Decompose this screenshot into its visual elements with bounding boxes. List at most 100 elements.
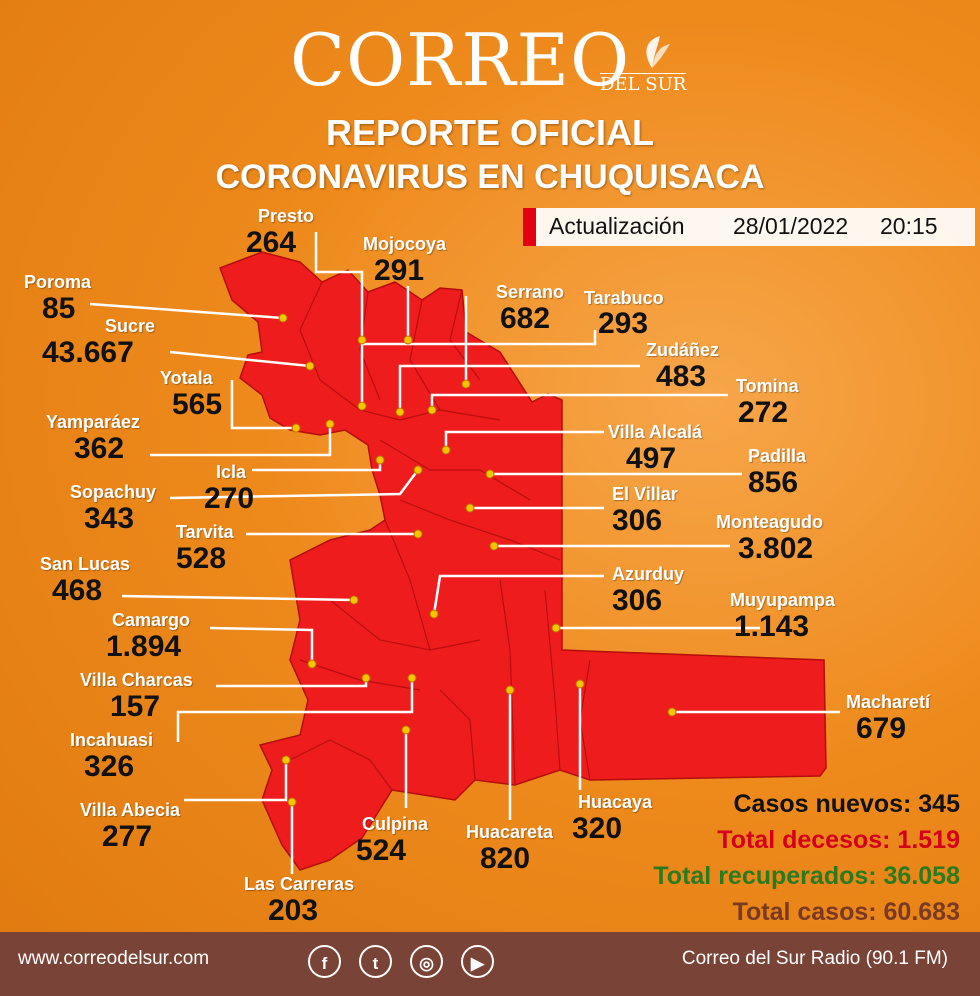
- municipality-name-villa-charcas: Villa Charcas: [80, 670, 193, 690]
- footer: www.correodelsur.com f t ◎ ▶ Correo del …: [0, 932, 980, 996]
- municipality-value-yotala: 565: [172, 388, 223, 421]
- municipality-value-presto: 264: [246, 226, 297, 259]
- map-markers: [278, 313, 677, 807]
- update-box: Actualización 28/01/2022 20:15: [523, 208, 975, 246]
- municipality-value-azurduy: 306: [612, 584, 663, 617]
- logo-text: CORREO: [290, 18, 631, 102]
- leader-line-incahuasi: [176, 678, 414, 742]
- leader-line-sopachuy: [169, 469, 419, 500]
- marker-azurduy: [429, 609, 439, 619]
- municipality-name-zudanez: Zudáñez: [646, 340, 720, 360]
- municipality-name-villa-alcala: Villa Alcalá: [608, 422, 703, 442]
- page-title: REPORTE OFICIAL: [325, 112, 654, 153]
- municipality-name-azurduy: Azurduy: [612, 564, 684, 584]
- marker-tarvita: [413, 529, 423, 539]
- twitter-icon[interactable]: t: [359, 945, 392, 978]
- leader-line-yotala: [230, 380, 296, 430]
- municipality-value-padilla: 856: [748, 466, 799, 499]
- municipality-name-yamparaez: Yamparáez: [46, 412, 141, 432]
- stat-recovered: Total recuperados: 36.058: [653, 862, 960, 890]
- leader-line-sucre: [169, 350, 311, 368]
- leader-line-camargo: [209, 626, 314, 664]
- municipality-name-padilla: Padilla: [748, 446, 807, 466]
- municipality-name-sucre: Sucre: [105, 316, 156, 336]
- marker-serrano: [461, 379, 471, 389]
- marker-mojocoya: [403, 335, 413, 345]
- leader-line-villa-alcala: [444, 430, 604, 450]
- municipality-value-tarabuco: 293: [598, 307, 649, 340]
- municipality-value-poroma: 85: [42, 292, 76, 325]
- municipality-value-culpina: 524: [356, 834, 407, 867]
- municipality-name-el-villar: El Villar: [612, 484, 678, 504]
- municipality-value-camargo: 1.894: [106, 630, 182, 663]
- leader-line-presto: [314, 232, 364, 340]
- facebook-icon[interactable]: f: [308, 945, 341, 978]
- marker-icla: [375, 455, 385, 465]
- municipality-value-villa-abecia: 277: [102, 820, 153, 853]
- municipality-name-villa-abecia: Villa Abecia: [80, 800, 181, 820]
- municipality-value-san-lucas: 468: [52, 574, 103, 607]
- marker-villa-alcala: [441, 445, 451, 455]
- marker-huacareta: [505, 685, 515, 695]
- stat-deaths: Total decesos: 1.519: [717, 826, 960, 854]
- municipality-name-huacareta: Huacareta: [466, 822, 554, 842]
- municipality-name-machareti: Macharetí: [846, 692, 931, 712]
- leaf-icon: [646, 36, 670, 68]
- municipality-value-mojocoya: 291: [374, 254, 425, 287]
- marker-poroma: [278, 313, 288, 323]
- municipality-name-tarvita: Tarvita: [176, 522, 234, 542]
- leader-line-tarabuco: [360, 330, 597, 406]
- municipality-name-tomina: Tomina: [736, 376, 799, 396]
- municipality-value-machareti: 679: [856, 712, 907, 745]
- municipality-value-huacaya: 320: [572, 812, 623, 845]
- stats-summary: Casos nuevos: 345 Total decesos: 1.519 T…: [653, 786, 960, 930]
- municipality-value-sopachuy: 343: [84, 502, 135, 535]
- leader-line-san-lucas: [121, 594, 355, 602]
- municipality-name-presto: Presto: [258, 206, 315, 226]
- marker-yamparaez: [325, 419, 335, 429]
- municipality-value-las-carreras: 203: [268, 894, 319, 927]
- leader-lines: [89, 232, 840, 874]
- update-label: Actualización: [549, 213, 685, 239]
- instagram-icon[interactable]: ◎: [410, 945, 443, 978]
- page-subtitle: CORONAVIRUS EN CHUQUISACA: [215, 158, 765, 196]
- website-link[interactable]: www.correodelsur.com: [18, 948, 210, 969]
- municipality-value-incahuasi: 326: [84, 750, 135, 783]
- radio-info: Correo del Sur Radio (90.1 FM): [681, 948, 948, 969]
- municipality-name-icla: Icla: [216, 462, 247, 482]
- municipality-name-mojocoya: Mojocoya: [363, 234, 447, 254]
- marker-san-lucas: [349, 595, 359, 605]
- marker-culpina: [401, 725, 411, 735]
- municipality-value-monteagudo: 3.802: [738, 532, 814, 565]
- leader-line-yamparaez: [150, 424, 332, 457]
- municipality-name-poroma: Poroma: [24, 272, 92, 292]
- municipality-name-culpina: Culpina: [362, 814, 428, 834]
- municipality-name-huacaya: Huacaya: [578, 792, 653, 812]
- municipality-value-huacareta: 820: [480, 842, 531, 875]
- marker-las-carreras: [287, 797, 297, 807]
- marker-padilla: [485, 469, 495, 479]
- municipality-name-tarabuco: Tarabuco: [584, 288, 664, 308]
- marker-zudanez: [395, 407, 405, 417]
- marker-huacaya: [575, 679, 585, 689]
- stat-new-cases: Casos nuevos: 345: [733, 790, 961, 818]
- marker-camargo: [307, 659, 317, 669]
- municipality-value-villa-alcala: 497: [626, 442, 677, 475]
- leader-line-villa-abecia: [184, 760, 288, 802]
- map-borders: [289, 281, 591, 791]
- marker-sucre: [305, 361, 315, 371]
- municipality-value-el-villar: 306: [612, 504, 663, 537]
- marker-villa-abecia: [281, 755, 291, 765]
- leader-line-icla: [252, 460, 382, 472]
- update-accent-bar: [523, 208, 536, 246]
- marker-presto: [357, 335, 367, 345]
- youtube-icon[interactable]: ▶: [461, 945, 494, 978]
- leader-line-poroma: [89, 302, 284, 320]
- marker-tarabuco: [357, 401, 367, 411]
- marker-muyupampa: [551, 623, 561, 633]
- marker-el-villar: [465, 503, 475, 513]
- marker-incahuasi: [407, 673, 417, 683]
- logo-subtext: DEL SUR: [600, 73, 687, 95]
